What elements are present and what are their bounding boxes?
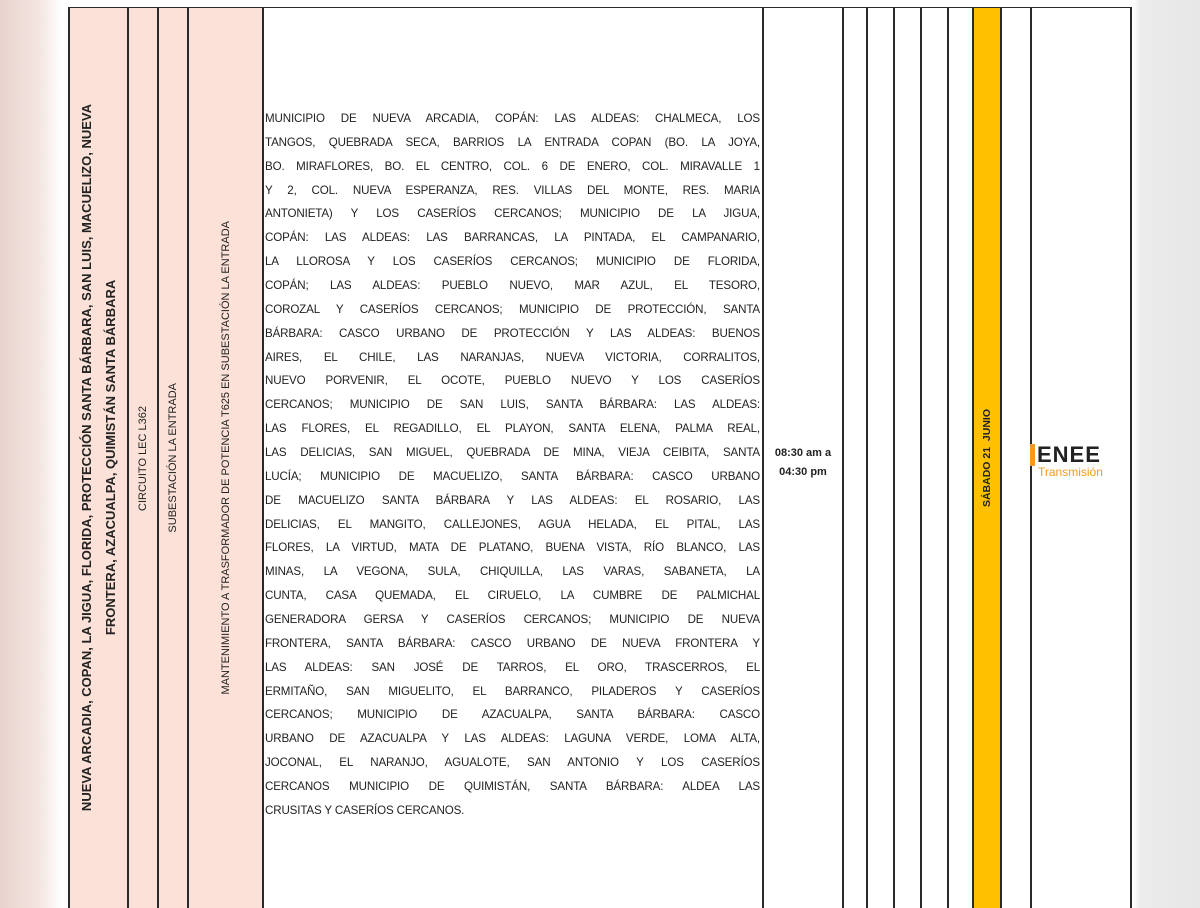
description-line: CRUSITAS Y CASERÍOS CERCANOS. [265, 803, 465, 817]
description-line: CERCANOS; MUNICIPIO DE AZACUALPA, SANTA … [265, 708, 760, 722]
zone-cell: NUEVA ARCADIA, COPAN, LA JIGUA, FLORIDA,… [68, 8, 127, 908]
description-line: DE MACUELIZO SANTA BÁRBARA Y LAS ALDEAS:… [265, 493, 760, 507]
description-line: Y 2, COL. NUEVA ESPERANZA, RES. VILLAS D… [265, 183, 760, 197]
description-line: ERMITAÑO, SAN MIGUELITO, EL BARRANCO, PI… [265, 684, 760, 698]
logo-subtitle: Transmisión [1038, 465, 1103, 479]
description-line: CERCANOS; MUNICIPIO DE SAN LUIS, SANTA B… [265, 398, 760, 412]
work-cell: MANTENIMIENTO A TRASFORMADOR DE POTENCIA… [187, 8, 262, 908]
description-line: COPÁN: LAS ALDEAS: LAS BARRANCAS, LA PIN… [265, 231, 760, 245]
circuit-cell: CIRCUITO LEC L362 [127, 8, 157, 908]
description-line: MINAS, LA VEGONA, SULA, CHIQUILLA, LAS V… [265, 565, 760, 579]
empty-cell [866, 8, 893, 908]
description-line: CERCANOS MUNICIPIO DE QUIMISTÁN, SANTA B… [265, 780, 760, 794]
empty-cell [842, 8, 866, 908]
logo-name: ENEE [1037, 442, 1101, 467]
description-line: URBANO DE AZACUALPA Y LAS ALDEAS: LAGUNA… [265, 732, 760, 746]
description-line: MUNICIPIO DE NUEVA ARCADIA, COPÁN: LAS A… [265, 112, 760, 125]
empty-cell [1000, 8, 1030, 908]
description-line: LUCÍA; MUNICIPIO DE MACUELIZO, SANTA BÁR… [265, 469, 760, 483]
logo-mark-icon [1030, 444, 1035, 466]
description-line: FRONTERA, SANTA BÁRBARA: CASCO URBANO DE… [265, 636, 760, 650]
description-line: NUEVO PORVENIR, EL OCOTE, PUEBLO NUEVO Y… [265, 374, 760, 388]
affected-areas-text: MUNICIPIO DE NUEVA ARCADIA, COPÁN: LAS A… [265, 107, 760, 823]
time-cell [762, 8, 842, 908]
description-line: FLORES, LA VIRTUD, MATA DE PLATANO, BUEN… [265, 541, 760, 555]
empty-cell [893, 8, 920, 908]
zone-line: FRONTERA, AZACUALPA, QUIMISTÁN SANTA BÁR… [102, 280, 118, 636]
zone-line: NUEVA ARCADIA, COPAN, LA JIGUA, FLORIDA,… [78, 104, 94, 812]
description-line: LA LLOROSA Y LOS CASERÍOS CERCANOS; MUNI… [265, 255, 760, 269]
description-line: CUNTA, CASA QUEMADA, EL CIRUELO, LA CUMB… [265, 589, 760, 603]
description-line: GENERADORA GERSA Y CASERÍOS CERCANOS; MU… [265, 613, 760, 627]
description-line: AIRES, EL CHILE, LAS NARANJAS, NUEVA VIC… [265, 350, 760, 364]
substation-text: SUBESTACIÓN LA ENTRADA [167, 383, 179, 533]
description-line: COPÁN; LAS ALDEAS: PUEBLO NUEVO, MAR AZU… [265, 279, 760, 293]
schedule-time: 08:30 am a 04:30 pm [764, 444, 842, 482]
description-line: TANGOS, QUEBRADA SECA, BARRIOS LA ENTRAD… [265, 135, 760, 149]
work-text: MANTENIMIENTO A TRASFORMADOR DE POTENCIA… [219, 221, 232, 695]
empty-cell [947, 8, 972, 908]
description-line: BO. MIRAFLORES, BO. EL CENTRO, COL. 6 DE… [265, 159, 760, 173]
enee-logo: ENEE Transmisión [1030, 442, 1130, 479]
description-line: LAS FLORES, EL REGADILLO, EL PLAYON, SAN… [265, 422, 760, 436]
empty-cell [920, 8, 947, 908]
date-cell: SÁBADO 21 JUNIO [972, 8, 1000, 908]
date-text: SÁBADO 21 JUNIO [981, 408, 993, 508]
time-start: 08:30 am a [774, 447, 832, 459]
circuit-text: CIRCUITO LEC L362 [137, 405, 149, 511]
time-end: 04:30 pm [779, 466, 827, 478]
description-line: LAS DELICIAS, SAN MIGUEL, QUEBRADA DE MI… [265, 446, 760, 460]
description-line: COROZAL Y CASERÍOS CERCANOS; MUNICIPIO D… [265, 302, 760, 316]
description-line: JOCONAL, EL NARANJO, AGUALOTE, SAN ANTON… [265, 756, 760, 770]
description-line: DELICIAS, EL MANGITO, CALLEJONES, AGUA H… [265, 517, 760, 531]
description-cell [262, 8, 762, 908]
description-line: ANTONIETA) Y LOS CASERÍOS CERCANOS; MUNI… [265, 207, 760, 221]
substation-cell: SUBESTACIÓN LA ENTRADA [157, 8, 187, 908]
logo-cell [1030, 8, 1132, 908]
description-line: LAS ALDEAS: SAN JOSÉ DE TARROS, EL ORO, … [265, 660, 760, 674]
description-line: BÁRBARA: CASCO URBANO DE PROTECCIÓN Y LA… [265, 326, 760, 340]
